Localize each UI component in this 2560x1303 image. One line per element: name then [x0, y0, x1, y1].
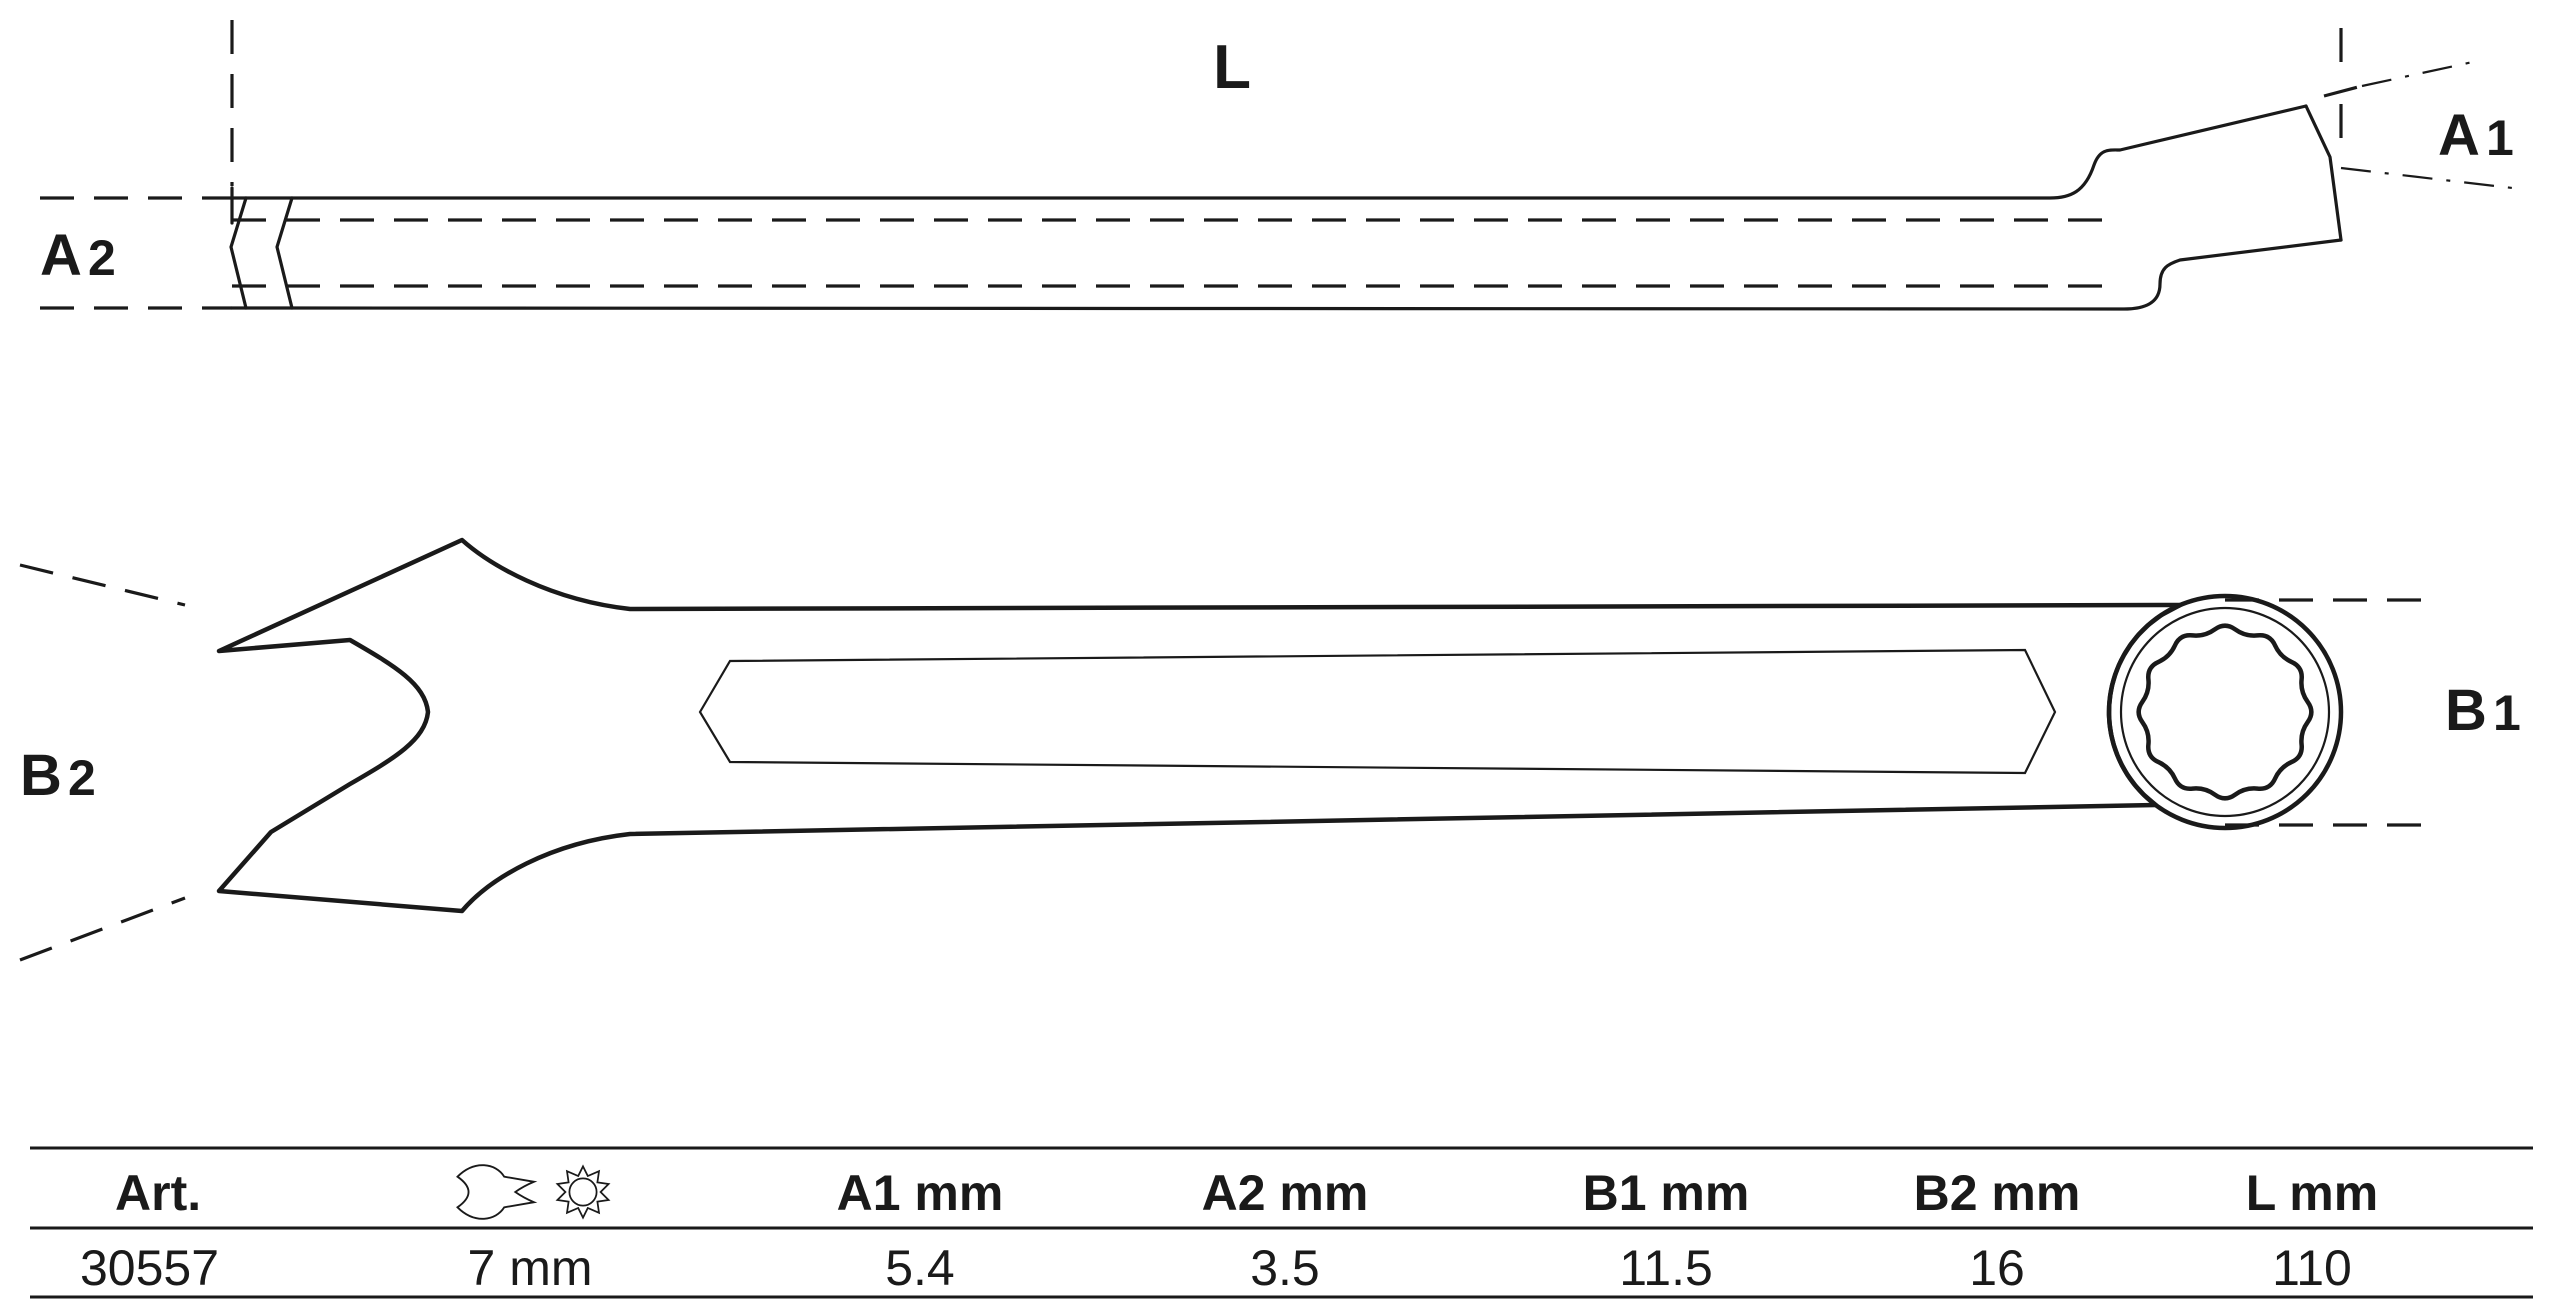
- svg-text:A: A: [2438, 103, 2480, 168]
- svg-text:110: 110: [2272, 1240, 2352, 1296]
- svg-text:Art.: Art.: [115, 1165, 201, 1221]
- svg-text:B1 mm: B1 mm: [1583, 1165, 1750, 1221]
- svg-text:L mm: L mm: [2246, 1165, 2378, 1221]
- svg-text:1: 1: [2493, 685, 2521, 741]
- svg-text:L: L: [1213, 33, 1251, 102]
- svg-text:A: A: [40, 223, 82, 288]
- svg-text:B2 mm: B2 mm: [1914, 1165, 2081, 1221]
- svg-text:11.5: 11.5: [1619, 1240, 1713, 1296]
- svg-text:A2 mm: A2 mm: [1202, 1165, 1369, 1221]
- svg-text:2: 2: [88, 230, 116, 286]
- svg-text:B: B: [20, 743, 62, 808]
- svg-text:A1 mm: A1 mm: [837, 1165, 1004, 1221]
- svg-text:16: 16: [1969, 1240, 2025, 1296]
- svg-text:7 mm: 7 mm: [468, 1240, 593, 1296]
- svg-text:3.5: 3.5: [1250, 1240, 1320, 1296]
- svg-text:2: 2: [68, 750, 96, 806]
- svg-text:5.4: 5.4: [885, 1240, 955, 1296]
- svg-text:30557: 30557: [80, 1240, 219, 1296]
- svg-text:1: 1: [2486, 110, 2514, 166]
- svg-text:B: B: [2445, 678, 2487, 743]
